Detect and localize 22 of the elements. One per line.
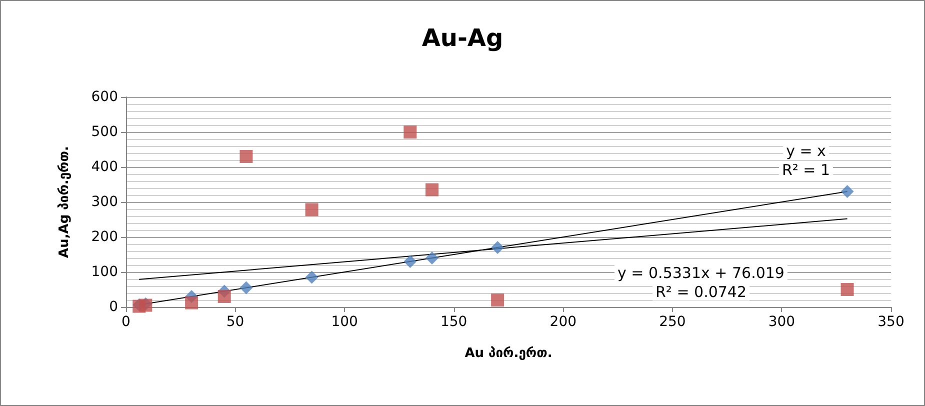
- annotation: y = 0.5331x + 76.019: [618, 264, 784, 282]
- x-tick-label: 150: [440, 314, 468, 330]
- x-tick-label: 100: [331, 314, 358, 330]
- x-tick-label: 350: [878, 314, 904, 330]
- y-tick-label: 0: [109, 299, 118, 315]
- x-tick-label: 200: [550, 314, 577, 330]
- x-tick-label: 300: [768, 314, 796, 330]
- y-tick-label: 500: [91, 124, 118, 140]
- x-tick-label: 250: [659, 314, 686, 330]
- y-axis-title: Au,Ag პირ.ერთ.: [57, 146, 72, 258]
- chart-title: Au-Ag: [422, 24, 504, 52]
- x-axis-title: Au პირ.ერთ.: [464, 346, 552, 361]
- x-tick-label: 50: [226, 314, 244, 330]
- y-tick-label: 300: [91, 194, 118, 210]
- annotation: y = x: [786, 142, 826, 160]
- y-tick-label: 400: [91, 159, 118, 175]
- y-tick-label: 100: [91, 264, 118, 280]
- x-tick-label: 0: [122, 314, 130, 330]
- annotation: R² = 1: [782, 161, 830, 179]
- y-tick-label: 200: [91, 229, 118, 245]
- annotation: R² = 0.0742: [655, 283, 747, 301]
- y-tick-label: 600: [91, 89, 118, 105]
